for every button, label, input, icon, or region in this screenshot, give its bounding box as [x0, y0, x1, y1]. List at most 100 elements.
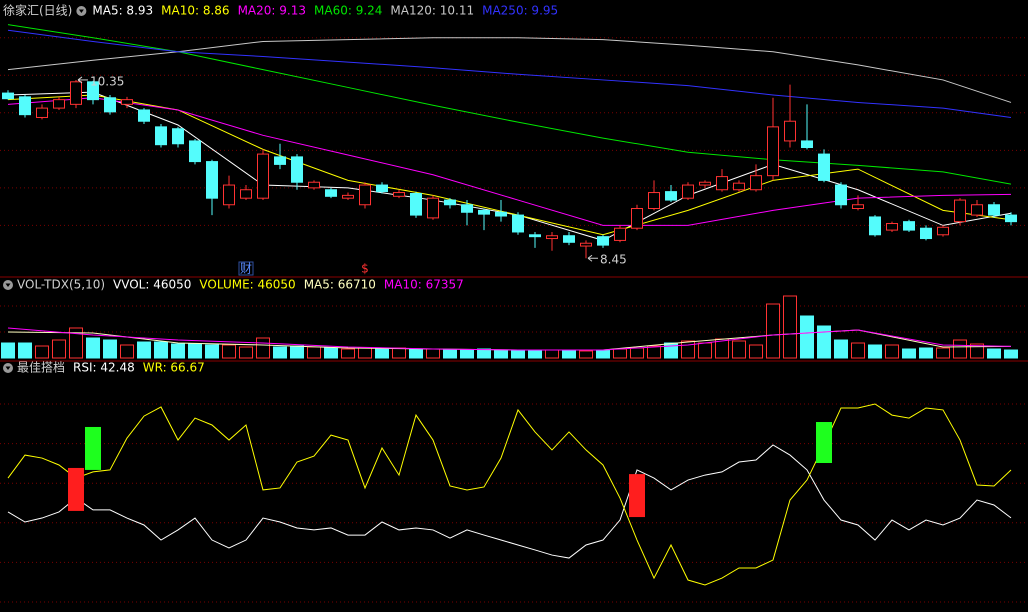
volume-bar: [766, 303, 780, 359]
volume-bar: [919, 347, 933, 359]
volume-bar: [1, 342, 15, 359]
volume-bar: [341, 348, 355, 359]
volume-bar: [681, 340, 695, 359]
volume-bar: [222, 344, 236, 359]
candle-body: [682, 184, 694, 199]
legend-label: MA10: 67357: [384, 278, 464, 292]
volume-bar: [307, 346, 321, 359]
volume-bar: [273, 346, 287, 359]
dropdown-arrow: [78, 9, 84, 13]
volume-bar: [749, 344, 763, 359]
candle-body: [291, 156, 303, 183]
volume-bar: [953, 339, 967, 359]
legend-label: WR: 66.67: [143, 361, 205, 375]
candle-body: [869, 216, 881, 236]
candle-body: [818, 153, 830, 181]
volume-bar: [664, 342, 678, 359]
candle-body: [359, 184, 371, 206]
candle-body: [70, 81, 82, 105]
candle-body: [648, 192, 660, 210]
volume-bar: [460, 349, 474, 359]
candle-body: [563, 235, 575, 243]
candle-body: [53, 99, 65, 109]
ma-line: [7, 24, 1012, 185]
signal-bar: [85, 426, 101, 470]
volume-bar: [936, 347, 950, 359]
volume-bar: [290, 345, 304, 359]
candle-body: [750, 175, 762, 191]
ma-line: [7, 37, 1012, 103]
indicator-line: [7, 403, 1012, 586]
volume-bar: [358, 347, 372, 359]
volume-bar: [171, 343, 185, 359]
legend-label: MA20: 9.13: [238, 4, 306, 18]
volume-bar: [205, 344, 219, 359]
volume-bar: [137, 341, 151, 359]
volume-bar: [511, 349, 525, 359]
volume-bar: [885, 344, 899, 359]
volume-bar: [630, 347, 644, 359]
candle-body: [155, 126, 167, 146]
volume-bar: [18, 342, 32, 359]
legend-label: RSI: 42.48: [73, 361, 135, 375]
candle-body: [886, 223, 898, 231]
candle-body: [342, 194, 354, 199]
candle-body: [937, 226, 949, 236]
annotation-label: 8.45: [600, 253, 627, 267]
marker-box: [238, 261, 254, 276]
candle-body: [665, 191, 677, 201]
candle-body: [784, 120, 796, 142]
candle-body: [988, 204, 1000, 216]
legend-label: MA250: 9.95: [482, 4, 558, 18]
legend-label: MA10: 8.86: [161, 4, 229, 18]
candle-body: [257, 153, 269, 199]
candle-body: [274, 156, 286, 165]
volume-bar: [987, 348, 1001, 359]
candle-body: [699, 181, 711, 186]
legend-label: VVOL: 46050: [113, 278, 191, 292]
volume-bar: [851, 342, 865, 359]
candle-body: [580, 242, 592, 247]
volume-bar: [579, 350, 593, 359]
candle-body: [104, 97, 116, 113]
candle-body: [223, 184, 235, 206]
annotation-arrowhead: [587, 254, 593, 262]
dropdown-arrow: [5, 366, 11, 370]
candle-body: [971, 204, 983, 216]
event-marker: 财: [240, 262, 252, 276]
annotation-arrowhead: [77, 76, 83, 84]
legend-label: 徐家汇(日线): [3, 3, 72, 18]
candle-body: [206, 161, 218, 199]
volume-bar: [562, 350, 576, 359]
volume-bar: [103, 339, 117, 359]
volume-bar: [698, 342, 712, 359]
volume-bar: [613, 348, 627, 359]
volume-bar: [324, 347, 338, 359]
candle-body: [903, 221, 915, 231]
candle-body: [427, 197, 439, 219]
candle-body: [19, 96, 31, 116]
legend-label: MA5: 66710: [304, 278, 376, 292]
candle-body: [716, 176, 728, 191]
volume-bar: [902, 348, 916, 359]
volume-bar: [1004, 349, 1018, 359]
volume-bar: [35, 345, 49, 359]
candle-body: [1005, 214, 1017, 223]
candle-body: [614, 227, 626, 241]
volume-bar: [596, 349, 610, 359]
volume-bar: [86, 337, 100, 359]
signal-bar: [68, 467, 84, 511]
signal-bar: [629, 474, 645, 518]
candle-body: [138, 109, 150, 122]
ma-line: [7, 91, 1012, 241]
volume-bar: [443, 349, 457, 359]
candle-body: [733, 182, 745, 191]
candle-body: [529, 234, 541, 238]
volume-bar: [239, 346, 253, 359]
signal-bar: [816, 422, 832, 464]
volume-bar: [647, 345, 661, 359]
volume-bar: [120, 344, 134, 359]
legend-label: MA60: 9.24: [314, 4, 382, 18]
candle-body: [325, 189, 337, 197]
candle-body: [478, 209, 490, 215]
